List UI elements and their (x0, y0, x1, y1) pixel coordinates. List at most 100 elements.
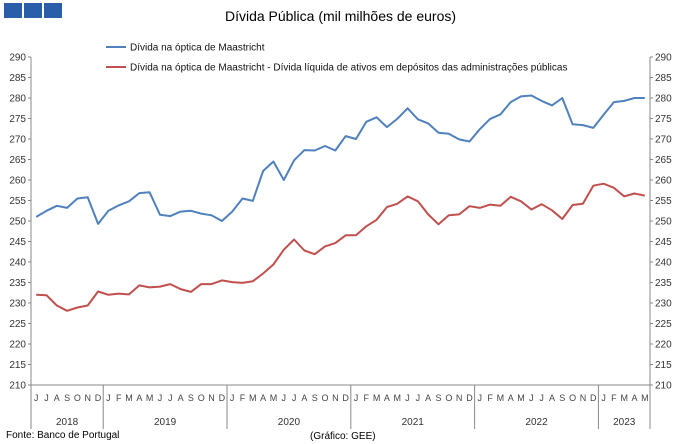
y-tick-label-right: 210 (655, 381, 672, 392)
x-month-label: J (106, 393, 111, 403)
x-year-label: 2022 (525, 417, 548, 428)
x-month-label: N (208, 393, 215, 403)
x-month-label: M (146, 393, 154, 403)
y-tick-label-right: 275 (655, 114, 672, 125)
y-tick-label-right: 250 (655, 217, 672, 228)
x-month-label: A (549, 393, 555, 403)
x-month-label: J (168, 393, 173, 403)
y-tick-label-right: 240 (655, 258, 672, 269)
y-tick-label-right: 255 (655, 196, 672, 207)
y-tick-label-right: 280 (655, 94, 672, 105)
y-tick-label-left: 225 (9, 319, 26, 330)
x-month-label: J (354, 393, 359, 403)
x-year-label: 2020 (278, 417, 301, 428)
x-month-label: O (322, 393, 329, 403)
x-month-label: A (178, 393, 184, 403)
y-tick-label-right: 230 (655, 299, 672, 310)
series-line-maastricht (35, 94, 645, 225)
x-month-label: J (601, 393, 606, 403)
x-month-label: N (580, 393, 587, 403)
x-month-label: J (292, 393, 297, 403)
x-month-label: A (301, 393, 307, 403)
x-month-label: J (44, 393, 49, 403)
x-month-label: A (508, 393, 514, 403)
y-tick-label-left: 275 (9, 114, 26, 125)
x-month-label: D (219, 393, 226, 403)
x-month-label: O (569, 393, 576, 403)
y-tick-label-left: 280 (9, 94, 26, 105)
y-tick-label-left: 255 (9, 196, 26, 207)
y-tick-label-right: 220 (655, 340, 672, 351)
x-month-label: A (260, 393, 266, 403)
y-tick-label-left: 290 (9, 53, 26, 64)
chart-legend: Dívida na óptica de Maastricht Dívida na … (106, 43, 567, 74)
y-tick-label-right: 260 (655, 176, 672, 187)
x-month-label: N (84, 393, 91, 403)
x-month-label: M (497, 393, 505, 403)
x-month-label: M (270, 393, 278, 403)
x-month-label: M (641, 393, 649, 403)
y-tick-label-left: 210 (9, 381, 26, 392)
x-month-label: J (282, 393, 287, 403)
x-month-label: F (611, 393, 617, 403)
x-month-label: D (95, 393, 102, 403)
y-tick-label-right: 290 (655, 53, 672, 64)
x-month-label: J (230, 393, 235, 403)
x-month-label: J (539, 393, 544, 403)
x-year-label: 2018 (56, 417, 79, 428)
y-tick-label-left: 265 (9, 155, 26, 166)
source-note: Fonte: Banco de Portugal (6, 430, 120, 441)
x-month-label: A (54, 393, 60, 403)
y-tick-label-right: 270 (655, 135, 672, 146)
x-month-label: A (384, 393, 390, 403)
y-tick-label-right: 225 (655, 319, 672, 330)
x-month-label: D (342, 393, 349, 403)
bank-of-portugal-logo-icon (4, 3, 62, 18)
y-tick-label-left: 270 (9, 135, 26, 146)
x-month-label: O (74, 393, 81, 403)
x-month-label: J (478, 393, 483, 403)
y-tick-label-right: 235 (655, 278, 672, 289)
y-tick-label-left: 285 (9, 73, 26, 84)
y-tick-label-left: 215 (9, 360, 26, 371)
x-month-label: N (456, 393, 463, 403)
x-month-label: M (249, 393, 257, 403)
y-tick-label-left: 250 (9, 217, 26, 228)
logo-block (24, 3, 42, 18)
x-month-label: N (332, 393, 339, 403)
x-month-label: F (364, 393, 370, 403)
chart-title: Dívida Pública (mil milhões de euros) (224, 8, 457, 24)
x-year-label: 2021 (402, 417, 425, 428)
y-tick-label-left: 240 (9, 258, 26, 269)
x-month-label: D (466, 393, 473, 403)
x-month-label: O (445, 393, 452, 403)
x-month-label: A (632, 393, 638, 403)
x-month-label: M (373, 393, 381, 403)
x-month-label: J (34, 393, 39, 403)
chart-axes: 210 210 215 215 220 220 225 225 230 230 235 235 240 2… (9, 53, 672, 429)
x-month-label: S (64, 393, 70, 403)
y-tick-label-left: 245 (9, 237, 26, 248)
x-month-label: S (188, 393, 194, 403)
logo-block (4, 3, 22, 18)
x-month-label: A (136, 393, 142, 403)
x-month-label: M (517, 393, 525, 403)
x-month-label: M (620, 393, 628, 403)
logo-block (44, 3, 62, 18)
y-tick-label-left: 235 (9, 278, 26, 289)
x-year-label: 2019 (154, 417, 177, 428)
graphic-credit: (Gráfico: GEE) (310, 431, 376, 442)
x-month-label: O (198, 393, 205, 403)
x-month-label: M (393, 393, 401, 403)
legend-label: Dívida na óptica de Maastricht (130, 43, 265, 54)
y-tick-label-left: 230 (9, 299, 26, 310)
x-month-label: F (116, 393, 122, 403)
x-month-label: A (425, 393, 431, 403)
x-month-label: S (436, 393, 442, 403)
x-month-label: S (312, 393, 318, 403)
x-month-label: J (529, 393, 534, 403)
x-month-label: S (559, 393, 565, 403)
x-month-label: M (125, 393, 133, 403)
chart-series (35, 94, 645, 312)
y-tick-label-right: 265 (655, 155, 672, 166)
